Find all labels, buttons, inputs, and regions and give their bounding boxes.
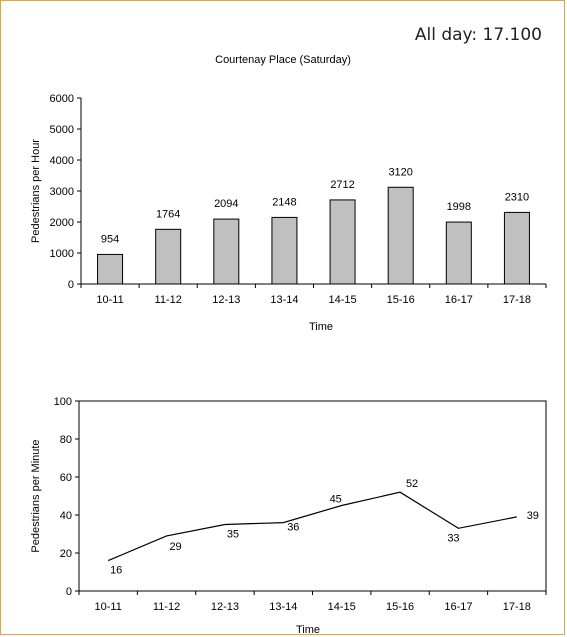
bar-data-label: 2148 bbox=[272, 196, 296, 208]
bar-chart-xtick-label: 12-13 bbox=[212, 294, 240, 306]
line-chart-xtick-label: 12-13 bbox=[211, 601, 239, 613]
bar-data-label: 1764 bbox=[156, 208, 180, 220]
bar bbox=[503, 211, 530, 285]
line-chart-xtick-label: 16-17 bbox=[444, 601, 472, 613]
bar-data-label: 2712 bbox=[330, 179, 354, 191]
bar bbox=[213, 218, 240, 285]
bar-data-label: 2310 bbox=[505, 191, 529, 203]
bar-chart-xtick-label: 17-18 bbox=[503, 294, 531, 306]
all-day-total: All day: 17.100 bbox=[414, 25, 542, 45]
line-chart-plot-area bbox=[78, 400, 547, 592]
line-data-label: 33 bbox=[447, 532, 459, 544]
bar bbox=[97, 253, 124, 285]
line-chart-xtick-label: 15-16 bbox=[386, 601, 414, 613]
bar-chart-xtick-label: 16-17 bbox=[445, 294, 473, 306]
line-chart-xtick-label: 13-14 bbox=[269, 601, 297, 613]
line-chart-ytick-label: 0 bbox=[66, 586, 72, 598]
line-chart-ytick-label: 60 bbox=[60, 472, 72, 484]
bar-data-label: 3120 bbox=[388, 166, 412, 178]
line-chart-xtick-label: 11-12 bbox=[153, 601, 180, 613]
line-data-label: 16 bbox=[110, 565, 122, 577]
bar bbox=[329, 199, 356, 285]
bar-chart-xlabel: Time bbox=[309, 321, 333, 333]
bar bbox=[155, 228, 182, 285]
line-chart-xlabel: Time bbox=[296, 624, 320, 636]
bar-chart-xtick-label: 15-16 bbox=[387, 294, 415, 306]
line-chart-ylabel: Pedestrians per Minute bbox=[30, 439, 42, 552]
line-chart: 16 29 35 36 45 52 33 39 0 20 40 60 80 100 10-11 11-12… bbox=[30, 396, 547, 636]
bar-chart-ytick-label: 1000 bbox=[50, 248, 74, 260]
line-data-label: 29 bbox=[169, 541, 181, 553]
bar-chart-xtick-label: 10-11 bbox=[96, 294, 123, 306]
bar bbox=[445, 221, 472, 285]
bar-chart-ytick-label: 3000 bbox=[50, 186, 74, 198]
line-data-label: 36 bbox=[287, 522, 299, 534]
bar bbox=[271, 216, 298, 285]
line-chart-xtick-label: 17-18 bbox=[503, 601, 531, 613]
line-chart-ytick-label: 80 bbox=[60, 434, 72, 446]
bar-chart-title: Courtenay Place (Saturday) bbox=[215, 54, 351, 66]
bar-data-label: 954 bbox=[101, 233, 119, 245]
bar-chart-ytick-label: 0 bbox=[68, 279, 74, 291]
bar-chart-xtick-label: 13-14 bbox=[270, 294, 298, 306]
bar-chart-ytick-label: 5000 bbox=[50, 124, 74, 136]
line-chart-xtick-label: 14-15 bbox=[328, 601, 356, 613]
bar-chart-ylabel: Pedestrians per Hour bbox=[30, 139, 42, 243]
line-chart-ytick-label: 20 bbox=[60, 548, 72, 560]
line-data-label: 45 bbox=[330, 494, 342, 506]
bar-chart-ytick-label: 6000 bbox=[50, 93, 74, 105]
line-chart-ytick-label: 100 bbox=[54, 396, 72, 408]
bar-chart: Courtenay Place (Saturday) 954 1764 2094 21… bbox=[30, 54, 547, 333]
line-chart-ytick-label: 40 bbox=[60, 510, 72, 522]
bar-data-label: 2094 bbox=[214, 198, 238, 210]
bar-data-label: 1998 bbox=[447, 201, 471, 213]
bar-chart-xtick-label: 11-12 bbox=[155, 294, 182, 306]
line-series bbox=[107, 491, 517, 562]
bar bbox=[387, 186, 414, 285]
bar-chart-ytick-label: 2000 bbox=[50, 217, 74, 229]
line-data-label: 39 bbox=[527, 510, 539, 522]
bar-chart-ytick-label: 4000 bbox=[50, 155, 74, 167]
bar-chart-xtick-label: 14-15 bbox=[328, 294, 356, 306]
line-chart-xtick-label: 10-11 bbox=[95, 601, 122, 613]
line-data-label: 52 bbox=[406, 478, 418, 490]
line-data-label: 35 bbox=[227, 529, 239, 541]
